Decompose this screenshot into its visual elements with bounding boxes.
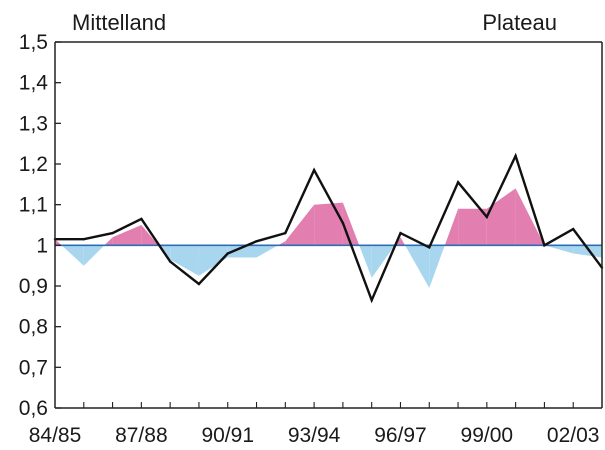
data-point-7 — [255, 240, 258, 243]
y-tick-label-8: 1,4 — [19, 72, 49, 95]
area-segment-21 — [444, 208, 459, 246]
area-segment-19 — [405, 245, 430, 288]
area-segment-25 — [544, 245, 574, 254]
data-point-18 — [572, 227, 575, 231]
series-line — [55, 152, 603, 304]
y-tick-label-7: 1,3 — [19, 112, 48, 135]
area-segment-20 — [429, 245, 445, 288]
y-tick-label-2: 0,8 — [19, 316, 48, 339]
data-point-9 — [312, 168, 316, 172]
data-point-4 — [169, 260, 172, 263]
y-tick-label-4: 1 — [36, 234, 48, 257]
area-segment-14 — [342, 202, 360, 246]
area-segment-23 — [486, 188, 516, 246]
x-tick-label-2: 90/91 — [201, 424, 254, 447]
area-segment-11 — [278, 241, 286, 246]
x-tick-label-5: 99/00 — [461, 424, 514, 447]
x-tick-label-6: 02/03 — [547, 424, 600, 447]
data-point-3 — [140, 217, 143, 221]
area-segment-16 — [371, 245, 395, 278]
area-segment-8 — [198, 245, 228, 276]
x-tick-label-0: 84/85 — [29, 424, 82, 447]
axis-layer: 0,6 0,7 0,8 0,9 1 1,1 1,2 1,3 1,4 1,5 84/85 87/88 90… — [19, 31, 603, 447]
area-segment-22 — [458, 208, 487, 246]
x-tick-label-1: 87/88 — [115, 424, 168, 447]
data-point-17 — [543, 244, 546, 247]
data-point-8 — [284, 231, 287, 235]
data-point-11 — [370, 299, 373, 302]
area-segment-4 — [112, 225, 142, 246]
y-tick-label-9: 1,5 — [19, 31, 48, 54]
area-segment-24 — [515, 188, 545, 246]
data-point-2 — [111, 231, 114, 235]
x-tick-label-3: 93/94 — [288, 424, 341, 447]
right-corner-label: Plateau — [482, 10, 557, 35]
x-tick-label-4: 96/97 — [374, 424, 427, 447]
y-tick-label-6: 1,2 — [19, 153, 48, 176]
data-point-6 — [226, 252, 229, 255]
y-tick-label-0: 0,6 — [19, 397, 48, 420]
area-segment-26 — [573, 245, 602, 258]
area-segment-0 — [55, 239, 62, 246]
data-point-16 — [514, 154, 517, 158]
data-point-14 — [456, 181, 460, 184]
data-point-15 — [485, 215, 488, 219]
area-segment-18 — [400, 237, 406, 246]
area-segment-10 — [256, 245, 279, 258]
y-tick-label-1: 0,7 — [19, 356, 48, 379]
area-segment-12 — [285, 204, 315, 246]
area-segment-15 — [359, 245, 372, 278]
area-segment-7 — [170, 245, 199, 276]
area-segment-1 — [61, 245, 84, 266]
area-segment-9 — [227, 245, 257, 258]
data-point-10 — [341, 221, 345, 225]
area-segment-13 — [314, 202, 343, 246]
data-point-13 — [428, 246, 431, 249]
left-corner-label: Mittelland — [72, 10, 166, 35]
area-segment-2 — [83, 245, 105, 266]
data-point-12 — [399, 231, 402, 235]
data-point-1 — [82, 238, 86, 241]
data-point-5 — [197, 282, 201, 286]
area-segment-5 — [141, 225, 159, 246]
y-tick-label-3: 0,9 — [19, 275, 48, 298]
area-segment-3 — [104, 237, 113, 246]
area-fill-layer — [55, 188, 602, 288]
y-tick-label-5: 1,1 — [19, 194, 48, 217]
